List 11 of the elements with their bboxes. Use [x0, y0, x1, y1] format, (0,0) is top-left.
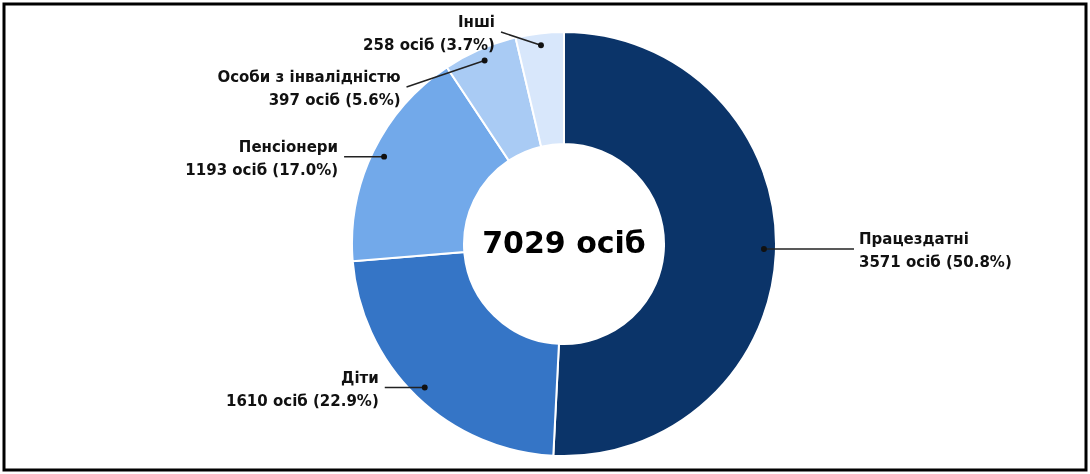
data-label: 397 осіб (5.6%)	[268, 91, 401, 109]
text: 7029 осіб	[482, 225, 646, 260]
data-label: 258 осіб (3.7%)	[363, 36, 495, 54]
slice-label: Діти	[341, 368, 379, 387]
data-label: 1610 осіб (22.9%)	[225, 391, 379, 410]
slice-label: Пенсіонери	[238, 137, 339, 156]
slice-label: Інші	[457, 13, 495, 31]
data-label: 1193 осіб (17.0%)	[185, 160, 339, 179]
slice-label: Особи з інвалідністю	[217, 68, 401, 86]
slice-label: Працездатні	[859, 230, 969, 249]
data-label: 3571 осіб (50.8%)	[859, 253, 1012, 272]
